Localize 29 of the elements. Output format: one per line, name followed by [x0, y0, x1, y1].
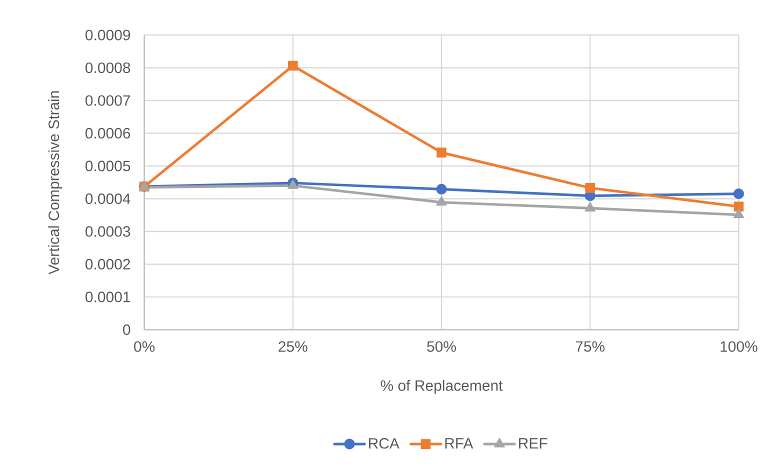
y-tick-label: 0.0003 [85, 226, 130, 237]
x-tick-label: 0% [134, 341, 155, 352]
x-tick-label: 75% [576, 341, 605, 352]
point [733, 188, 744, 200]
point [734, 202, 744, 212]
point [585, 183, 596, 193]
point [733, 208, 744, 218]
x-tick-label: 50% [427, 341, 456, 352]
x-tick-label: 25% [278, 341, 308, 352]
y-axis-title: Vertical Compressive Strain [48, 91, 62, 274]
y-tick-label: 0.0002 [85, 258, 130, 270]
point [436, 184, 447, 195]
legend-label: RCA [369, 438, 400, 449]
point [436, 196, 447, 206]
point [288, 60, 298, 71]
legend-label: REF [519, 438, 548, 448]
y-tick-label: 0.0006 [85, 128, 130, 139]
y-tick-label: 0.0005 [85, 160, 130, 172]
y-tick-label: 0.0004 [85, 193, 130, 204]
point [436, 148, 446, 158]
y-tick-label: 0.0007 [85, 95, 130, 106]
y-tick-label: 0.0009 [85, 30, 130, 40]
x-axis-title: % of Replacement [380, 380, 503, 394]
y-tick-label: 0.0001 [85, 292, 130, 302]
y-tick-label: 0 [123, 324, 130, 336]
y-tick-label: 0.0008 [85, 62, 130, 74]
legend-label: RFA [445, 438, 474, 448]
x-tick-label: 100% [720, 341, 758, 352]
point [584, 202, 596, 212]
